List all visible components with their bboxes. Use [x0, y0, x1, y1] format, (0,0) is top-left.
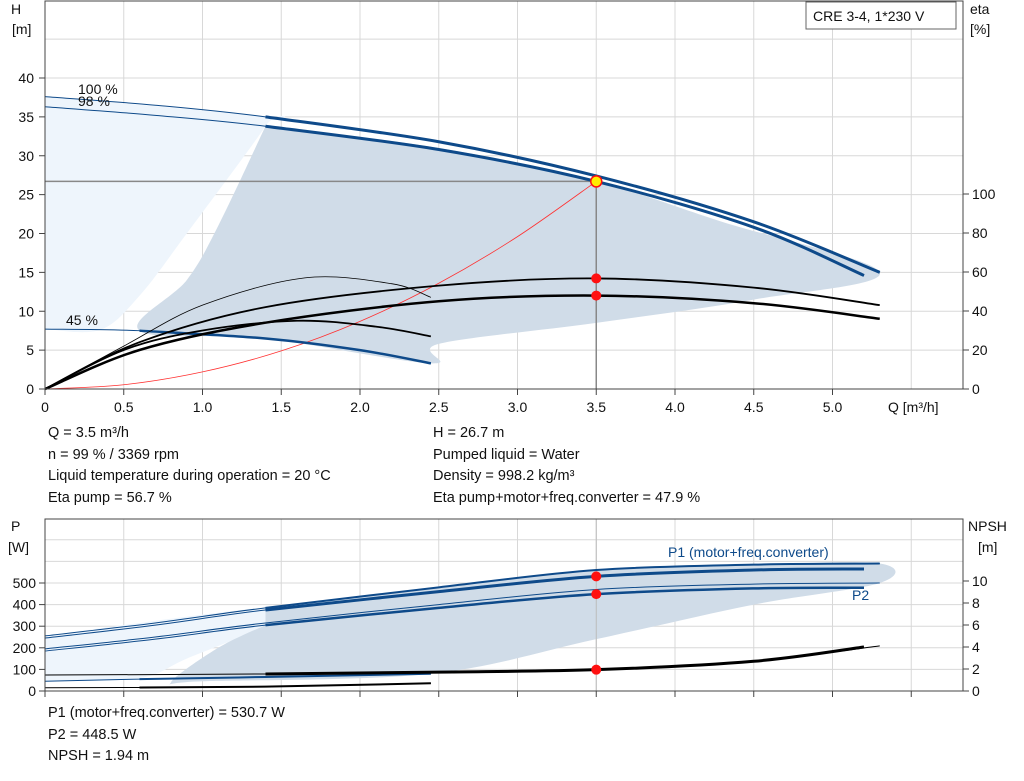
p-axis-unit: [W]	[8, 539, 29, 555]
y-tick-label: 30	[18, 148, 34, 164]
duty-point	[590, 175, 603, 188]
info-flow: Q = 3.5 m³/h	[48, 425, 129, 441]
y-tick-label: 35	[18, 109, 34, 125]
y2-axis-label: eta	[970, 1, 990, 17]
y-tick-label: 40	[18, 70, 34, 86]
eta-pump-point	[591, 273, 602, 284]
x-axis-label: Q [m³/h]	[888, 399, 939, 415]
npsh-tick-label: 10	[972, 573, 988, 589]
npsh-curve	[265, 645, 865, 676]
npsh-axis-label: NPSH	[968, 518, 1007, 534]
p-tick-label: 300	[13, 618, 37, 634]
npsh-tick-label: 2	[972, 661, 980, 677]
info-p1: P1 (motor+freq.converter) = 530.7 W	[48, 705, 285, 721]
axes: 0 0.5 1.0 1.5 2.0 2.5 3.0 3.5 4.0 4.5 5.0051015202…	[13, 0, 996, 699]
x-tick-label: 4.5	[744, 399, 764, 415]
info-eta-total: Eta pump+motor+freq.converter = 47.9 %	[433, 489, 701, 506]
p-tick-label: 0	[28, 683, 36, 699]
title-box	[805, 1, 957, 30]
p-axis-label: P	[11, 518, 20, 534]
p-tick-label: 100	[13, 661, 37, 677]
y-tick-label: 15	[18, 264, 34, 280]
x-tick-label: 4.0	[665, 399, 685, 415]
y-tick-label: 0	[26, 381, 34, 397]
info-liquid: Pumped liquid = Water	[433, 446, 580, 463]
power-areas	[45, 562, 896, 685]
y-tick-label: 25	[18, 187, 34, 203]
y-tick-label: 5	[26, 342, 34, 358]
info-bottom: P1 (motor+freq.converter) = 530.7 W P2 =…	[48, 703, 285, 768]
p-tick-label: 400	[13, 597, 37, 613]
x-tick-label: 0	[41, 399, 49, 415]
y2-tick-label: 40	[972, 303, 988, 319]
head-areas	[45, 96, 880, 364]
power-curve	[44, 582, 880, 650]
y-axis-unit: [m]	[12, 21, 31, 37]
info-speed: n = 99 % / 3369 rpm	[48, 446, 179, 463]
speed-label-45: 45 %	[66, 312, 98, 328]
npsh-tick-label: 6	[972, 617, 980, 633]
x-tick-label: 2.5	[429, 399, 449, 415]
area-p-range	[168, 562, 896, 685]
y2-axis-unit: [%]	[970, 21, 990, 37]
y2-tick-label: 80	[972, 225, 988, 241]
area-range	[137, 126, 880, 364]
p-tick-label: 200	[13, 640, 37, 656]
power-operating-point	[591, 589, 602, 600]
info-p2: P2 = 448.5 W	[48, 726, 137, 743]
power-operating-point	[591, 664, 602, 675]
y-tick-label: 20	[18, 226, 34, 242]
chart-title: CRE 3-4, 1*230 V	[813, 8, 925, 24]
power-curves	[44, 519, 880, 691]
speed-label-98: 98 %	[78, 93, 110, 109]
area-p-light	[45, 607, 286, 682]
head-curve	[265, 124, 865, 277]
x-tick-label: 3.0	[508, 399, 528, 415]
efficiency-curve	[44, 319, 432, 390]
power-curve	[265, 562, 880, 609]
y2-tick-label: 0	[972, 381, 980, 397]
y-axis-label: H	[11, 1, 21, 17]
p2-series-label: P2	[852, 587, 869, 603]
x-tick-label: 0.5	[114, 399, 134, 415]
power-curve	[139, 672, 431, 681]
info-head: H = 26.7 m	[433, 425, 505, 441]
npsh-curve	[139, 682, 431, 689]
system-curve	[44, 181, 597, 390]
p1-series-label: P1 (motor+freq.converter)	[668, 544, 829, 560]
npsh-tick-label: 4	[972, 639, 980, 655]
y2-tick-label: 60	[972, 264, 988, 280]
efficiency-curve	[44, 294, 880, 391]
info-left: Q = 3.5 m³/h n = 99 % / 3369 rpm Liquid …	[48, 423, 331, 509]
x-tick-label: 2.0	[350, 399, 370, 415]
power-curve	[265, 567, 865, 612]
x-tick-label: 1.0	[193, 399, 213, 415]
efficiency-curve	[44, 276, 432, 390]
head-curves	[44, 96, 881, 391]
y-tick-label: 10	[18, 303, 34, 319]
efficiency-curve	[44, 277, 880, 390]
info-eta-pump: Eta pump = 56.7 %	[48, 489, 172, 506]
speed-label-100: 100 %	[78, 81, 118, 97]
x-tick-label: 3.5	[587, 399, 607, 415]
y2-tick-label: 20	[972, 342, 988, 358]
info-right: H = 26.7 m Pumped liquid = Water Density…	[433, 423, 700, 509]
x-tick-label: 5.0	[823, 399, 843, 415]
y2-tick-label: 100	[972, 186, 996, 202]
info-density: Density = 998.2 kg/m³	[433, 468, 575, 484]
info-npsh: NPSH = 1.94 m	[48, 748, 150, 764]
x-tick-label: 1.5	[272, 399, 292, 415]
npsh-tick-label: 0	[972, 683, 980, 699]
area-range-light	[45, 96, 286, 333]
info-temperature: Liquid temperature during operation = 20…	[48, 468, 331, 484]
eta-total-point	[591, 290, 602, 301]
power-curve	[265, 586, 865, 627]
power-operating-point	[591, 571, 602, 582]
p-tick-label: 500	[13, 575, 37, 591]
npsh-tick-label: 8	[972, 595, 980, 611]
npsh-axis-unit: [m]	[978, 539, 997, 555]
